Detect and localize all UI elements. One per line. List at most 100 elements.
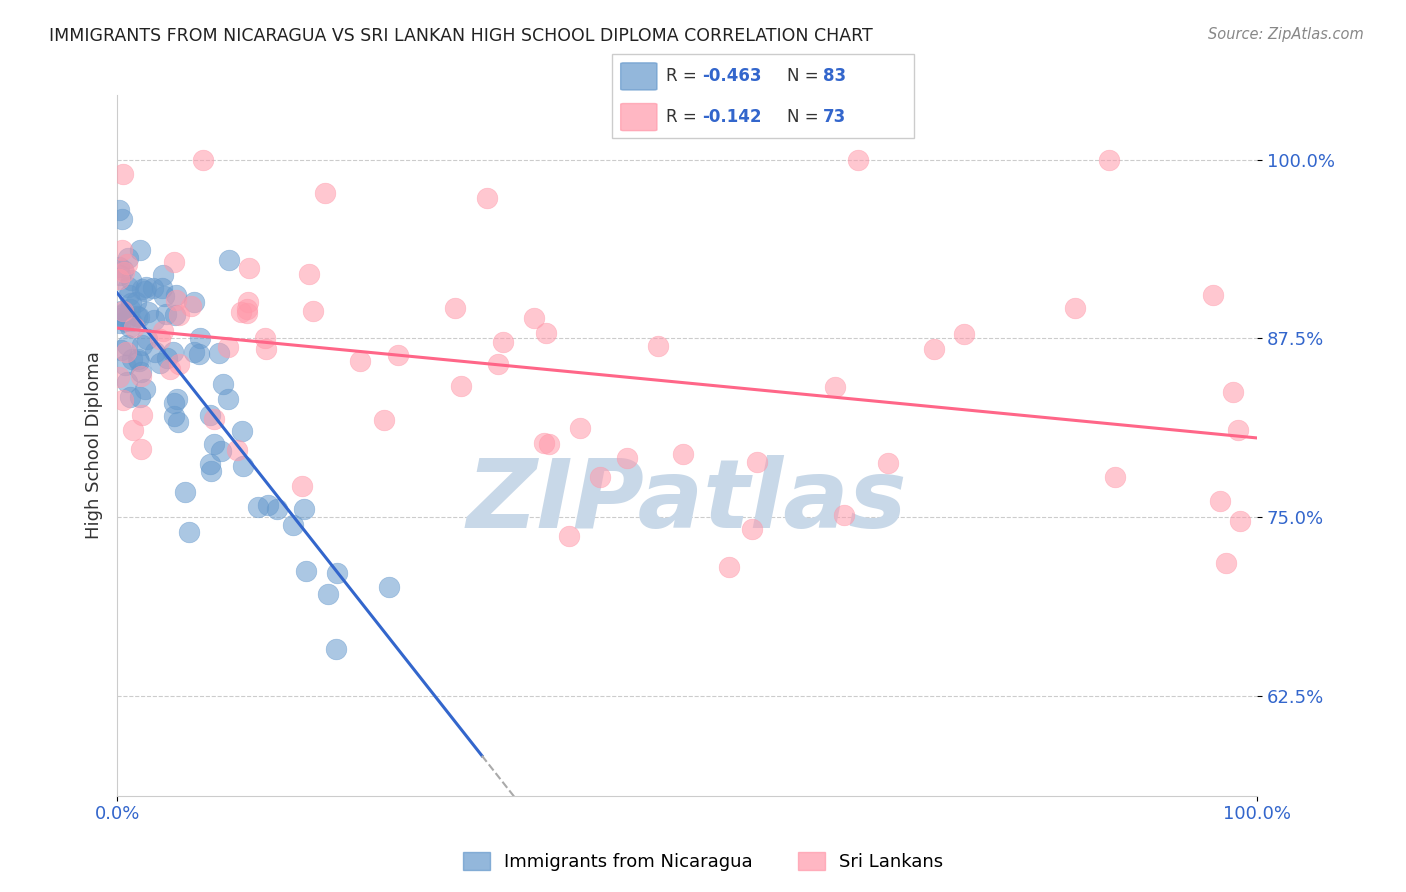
Point — [122, 319, 145, 334]
Point — [125, 309, 148, 323]
Point — [486, 357, 509, 371]
Text: N =: N = — [787, 108, 824, 126]
Point — [159, 362, 181, 376]
Point — [1229, 514, 1251, 528]
Point — [741, 523, 763, 537]
Point — [142, 312, 165, 326]
Point — [295, 564, 318, 578]
Point — [167, 416, 190, 430]
Point — [131, 338, 153, 352]
Point — [129, 369, 152, 384]
Point — [314, 186, 336, 201]
Text: R =: R = — [666, 108, 702, 126]
Point — [671, 447, 693, 461]
Point — [166, 392, 188, 406]
Point — [108, 311, 131, 326]
Point — [111, 211, 134, 226]
Point — [475, 191, 498, 205]
Legend: Immigrants from Nicaragua, Sri Lankans: Immigrants from Nicaragua, Sri Lankans — [456, 845, 950, 879]
Point — [115, 376, 138, 390]
Point — [444, 301, 467, 316]
Point — [128, 310, 150, 324]
Point — [202, 437, 225, 451]
Point — [198, 409, 221, 423]
Point — [745, 455, 768, 469]
Point — [533, 435, 555, 450]
Point — [153, 289, 176, 303]
Point — [378, 581, 401, 595]
Point — [125, 295, 148, 310]
Text: N =: N = — [787, 68, 824, 86]
Point — [193, 153, 215, 167]
Point — [112, 306, 135, 320]
FancyBboxPatch shape — [620, 103, 657, 130]
Point — [131, 282, 153, 296]
Point — [134, 285, 156, 299]
Point — [236, 305, 259, 319]
Point — [877, 456, 900, 470]
Point — [1104, 470, 1126, 484]
Point — [1098, 153, 1121, 167]
Point — [492, 335, 515, 350]
Point — [198, 457, 221, 471]
Point — [174, 485, 197, 500]
Point — [569, 420, 592, 434]
Point — [291, 479, 314, 493]
Point — [209, 444, 232, 458]
Text: -0.463: -0.463 — [703, 68, 762, 86]
Point — [537, 437, 560, 451]
Point — [387, 348, 409, 362]
Point — [114, 314, 136, 328]
Point — [112, 392, 135, 407]
Point — [167, 308, 190, 322]
Point — [236, 294, 259, 309]
Point — [325, 641, 347, 656]
Point — [111, 303, 134, 318]
Point — [142, 281, 165, 295]
Point — [183, 294, 205, 309]
Point — [152, 325, 174, 339]
Point — [846, 153, 869, 167]
Point — [217, 392, 239, 407]
Point — [156, 351, 179, 365]
Point — [523, 311, 546, 326]
Point — [717, 559, 740, 574]
Point — [152, 268, 174, 283]
Point — [450, 379, 472, 393]
Point — [112, 265, 135, 279]
Point — [108, 268, 131, 283]
Text: IMMIGRANTS FROM NICARAGUA VS SRI LANKAN HIGH SCHOOL DIPLOMA CORRELATION CHART: IMMIGRANTS FROM NICARAGUA VS SRI LANKAN … — [49, 27, 873, 45]
Point — [588, 470, 610, 484]
Point — [129, 244, 152, 258]
Text: R =: R = — [666, 68, 702, 86]
Point — [647, 339, 669, 353]
Point — [188, 347, 211, 361]
Point — [292, 502, 315, 516]
Point — [302, 303, 325, 318]
Point — [202, 411, 225, 425]
Point — [120, 273, 142, 287]
Point — [117, 280, 139, 294]
Point — [188, 331, 211, 345]
Point — [136, 305, 159, 319]
Point — [212, 377, 235, 392]
Point — [1227, 423, 1250, 437]
Point — [135, 331, 157, 345]
Point — [122, 423, 145, 437]
Point — [149, 356, 172, 370]
Point — [1064, 301, 1087, 315]
Point — [231, 305, 253, 319]
Text: -0.142: -0.142 — [703, 108, 762, 126]
Point — [145, 345, 167, 359]
Point — [108, 203, 131, 218]
Text: ZIPatlas: ZIPatlas — [467, 455, 907, 548]
Point — [616, 451, 638, 466]
Point — [952, 327, 974, 342]
Point — [110, 304, 132, 318]
Point — [534, 326, 557, 340]
Point — [163, 396, 186, 410]
Point — [167, 357, 190, 371]
Point — [115, 257, 138, 271]
Point — [129, 442, 152, 457]
Text: 73: 73 — [824, 108, 846, 126]
